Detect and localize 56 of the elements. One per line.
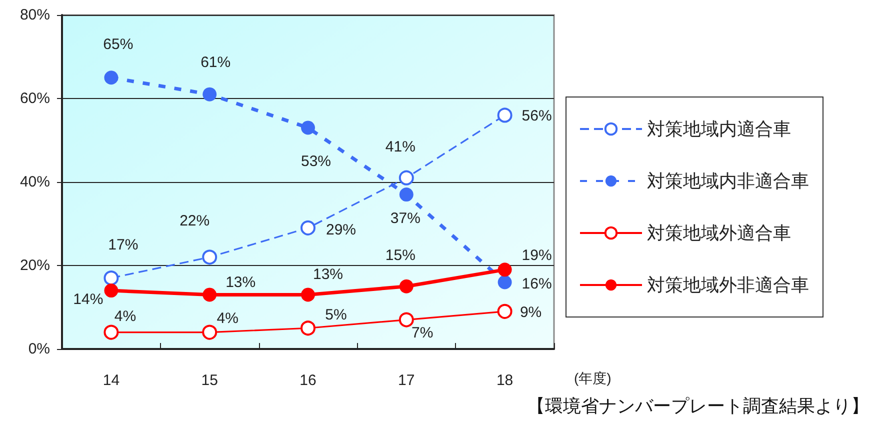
point: [202, 87, 217, 102]
data-label: 9%: [520, 304, 542, 321]
data-label: 19%: [522, 247, 552, 264]
legend-label: 対策地域内適合車: [647, 119, 791, 139]
point: [497, 108, 512, 123]
data-label: 4%: [114, 308, 136, 325]
data-label: 61%: [200, 54, 231, 71]
point: [398, 170, 414, 186]
point: [398, 312, 414, 328]
point: [104, 70, 118, 85]
point: [301, 120, 315, 135]
data-label: 22%: [180, 212, 210, 230]
y-tick-label: 80%: [20, 6, 50, 24]
data-label: 41%: [385, 138, 416, 156]
point: [104, 284, 118, 298]
data-label: 14%: [73, 291, 104, 308]
data-label: 29%: [326, 221, 356, 238]
point: [399, 188, 414, 202]
x-tick-label: 17: [398, 372, 415, 389]
data-label: 13%: [226, 274, 256, 292]
y-tick-label: 20%: [20, 257, 50, 274]
legend-label: 対策地域外非適合車: [647, 275, 809, 295]
legend-label: 対策地域外適合車: [647, 223, 791, 243]
text: 【環境省ナンバープレート調査結果より】: [527, 396, 869, 416]
point: [202, 324, 218, 340]
point: [202, 288, 217, 302]
data-label: 17%: [108, 236, 138, 254]
y-tick-label: 60%: [20, 90, 50, 107]
point: [497, 304, 512, 319]
x-tick-label: 14: [102, 372, 120, 389]
y-tick-label: 0%: [28, 340, 50, 358]
data-label: 7%: [412, 324, 434, 342]
point: [300, 320, 316, 336]
data-label: 37%: [390, 210, 420, 228]
data-label: 65%: [103, 36, 134, 54]
x-tick-label: 18: [496, 372, 514, 389]
point: [202, 250, 218, 265]
data-label: 16%: [522, 276, 552, 293]
y-tick-label: 40%: [20, 174, 50, 190]
data-label: 13%: [312, 266, 344, 284]
data-label: 5%: [325, 306, 347, 324]
x-axis-title: (年度): [574, 370, 612, 386]
data-label: 15%: [385, 246, 416, 264]
x-tick-label: 16: [300, 372, 316, 389]
legend-label: 対策地域内非適合車: [647, 171, 809, 191]
point: [104, 270, 119, 286]
point: [300, 220, 316, 236]
point: [498, 262, 512, 277]
point: [301, 288, 315, 302]
data-label: 56%: [522, 108, 552, 125]
x-tick-label: 15: [201, 372, 218, 389]
data-label: 53%: [300, 153, 332, 170]
point: [104, 324, 119, 340]
data-label: 4%: [216, 310, 238, 327]
point: [498, 275, 512, 290]
point: [399, 279, 414, 294]
